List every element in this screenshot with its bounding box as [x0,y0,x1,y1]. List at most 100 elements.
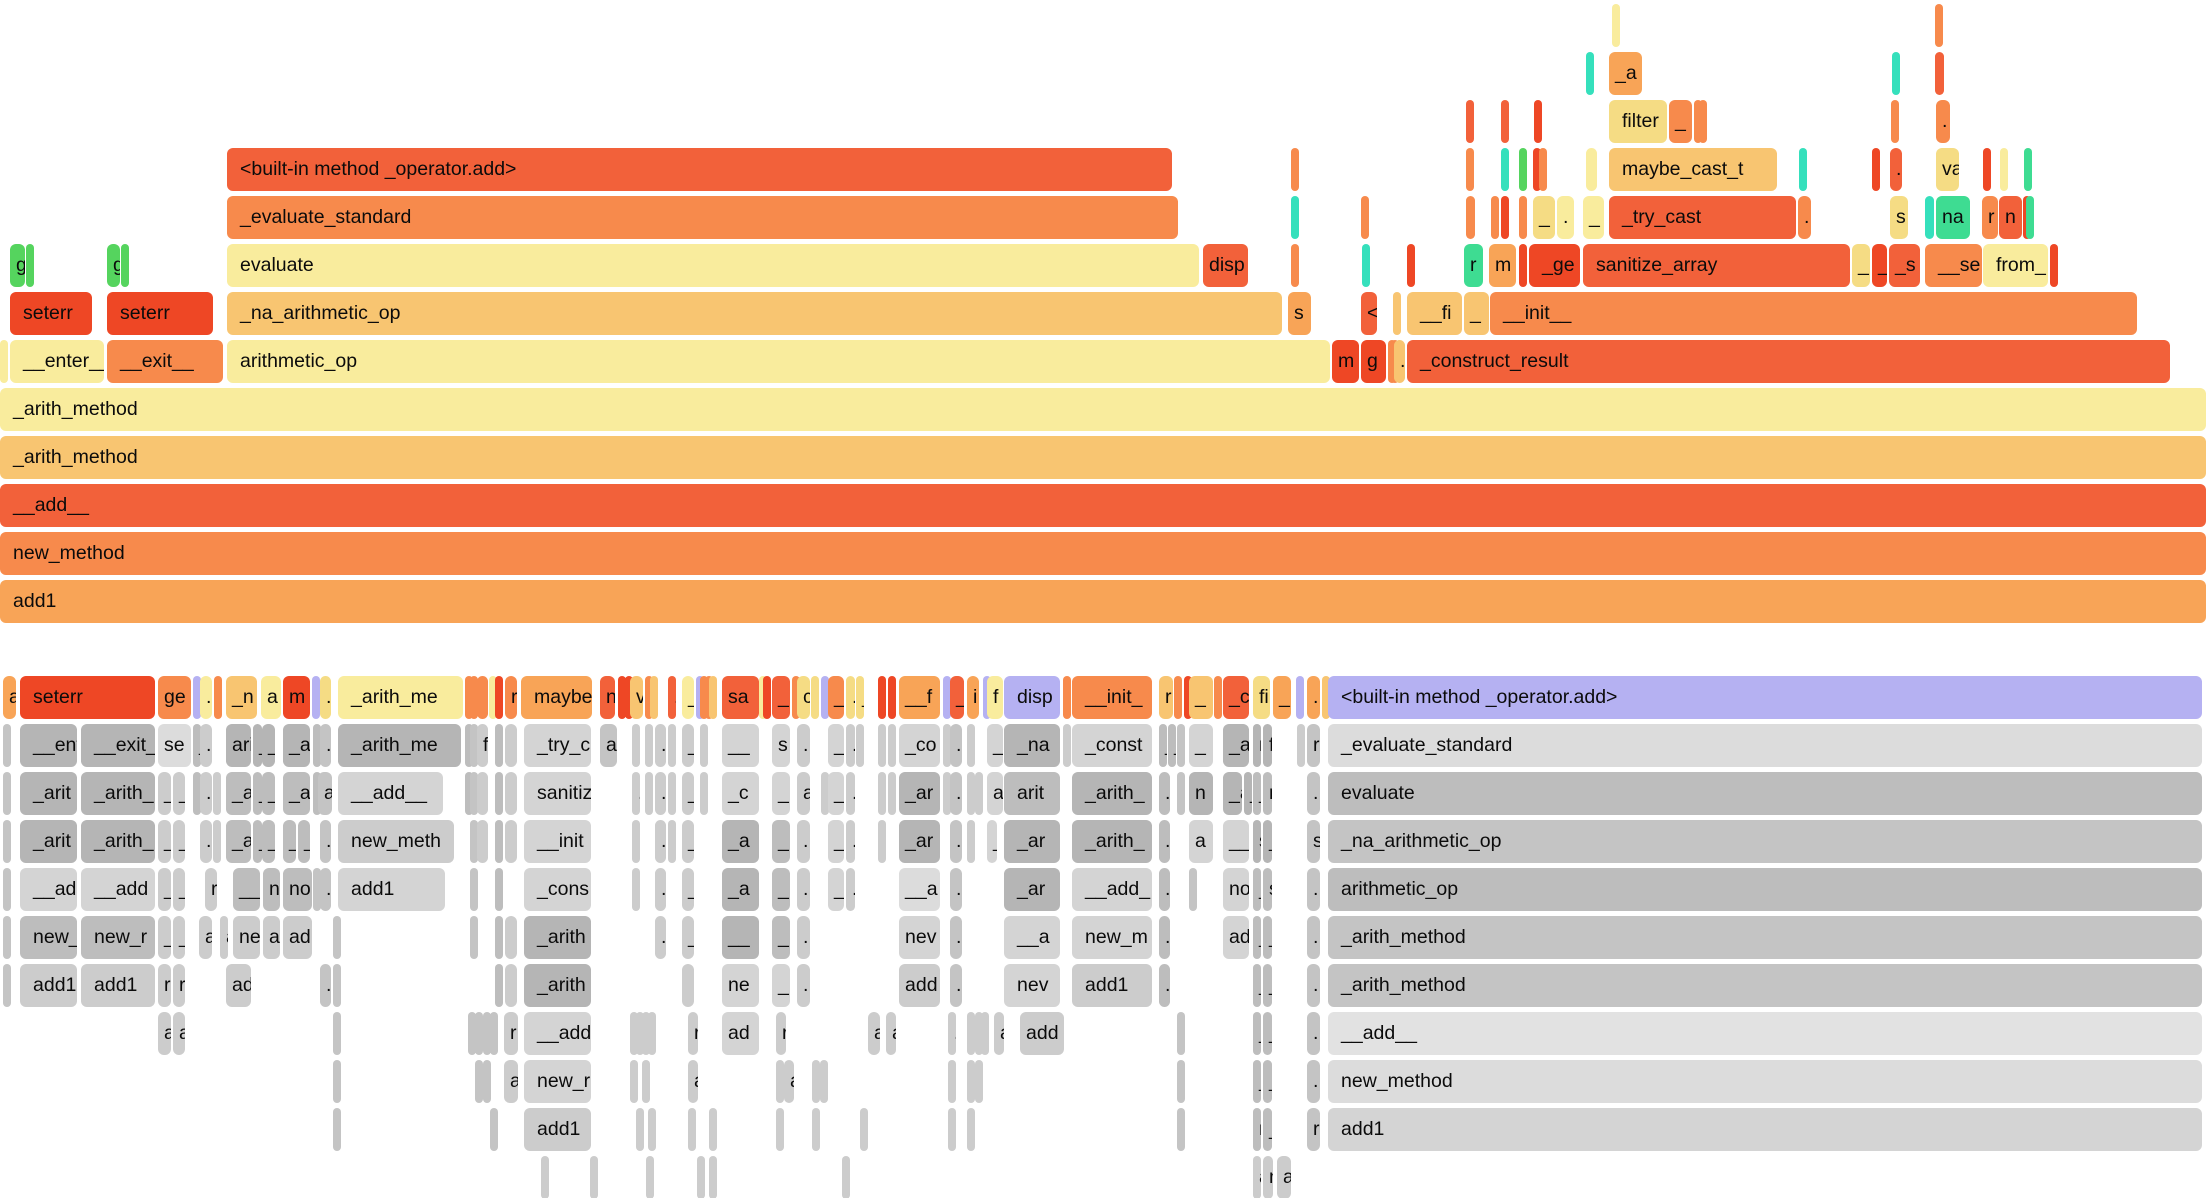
caller-frame[interactable] [967,1060,975,1103]
caller-frame[interactable] [820,1060,828,1103]
caller-frame[interactable]: __ [233,868,260,911]
caller-frame[interactable] [642,1060,650,1103]
caller-frame[interactable]: _ [856,676,864,719]
flame-frame[interactable]: maybe_cast_t [1609,148,1777,191]
caller-frame[interactable] [878,772,886,815]
caller-frame[interactable]: _const [1072,724,1152,767]
flame-frame[interactable] [1534,100,1542,143]
caller-frame[interactable] [213,820,221,863]
caller-frame[interactable]: _ [1253,1012,1261,1055]
flame-frame[interactable]: _construct_result [1407,340,2170,383]
caller-frame[interactable]: a [173,1012,185,1055]
flame-frame[interactable]: arithmetic_op [227,340,1330,383]
caller-frame[interactable] [495,676,503,719]
caller-frame[interactable]: _a [1223,772,1242,815]
caller-frame[interactable]: add1 [20,964,77,1007]
caller-frame[interactable]: _ [1253,1060,1261,1103]
caller-frame[interactable]: _na_arithmetic_op [1328,820,2202,863]
caller-frame[interactable] [967,724,975,767]
caller-frame[interactable] [495,916,503,959]
caller-frame[interactable]: ad [1223,916,1249,959]
flame-frame[interactable]: _ [1669,100,1692,143]
caller-frame[interactable]: r [504,1012,518,1055]
flame-frame[interactable]: sanitize_array [1583,244,1850,287]
flame-frame[interactable]: __se [1925,244,1982,287]
caller-frame[interactable]: _ [772,916,790,959]
caller-frame[interactable] [468,1012,476,1055]
caller-frame[interactable]: arithmetic_op [1328,868,2202,911]
caller-frame[interactable]: . [797,916,810,959]
caller-frame[interactable]: disp [1004,676,1060,719]
flame-frame[interactable]: __add__ [0,484,2206,527]
caller-frame[interactable]: _a [226,772,251,815]
caller-frame[interactable] [650,676,658,719]
caller-frame[interactable] [470,724,478,767]
caller-frame[interactable]: _ [828,820,844,863]
caller-frame[interactable]: . [1307,772,1320,815]
caller-frame[interactable]: __add__ [1328,1012,2202,1055]
caller-frame[interactable]: add1 [1072,964,1152,1007]
flame-frame[interactable] [2026,196,2034,239]
flame-frame[interactable] [121,244,129,287]
caller-frame[interactable] [700,724,708,767]
caller-frame[interactable]: a [886,1012,896,1055]
caller-frame[interactable]: f [477,724,488,767]
caller-frame[interactable] [648,1108,656,1151]
flame-frame[interactable]: na [1936,196,1970,239]
caller-frame[interactable]: _ [173,868,185,911]
flame-frame[interactable]: __exit__ [107,340,223,383]
caller-frame[interactable]: _c [722,772,759,815]
flame-frame[interactable]: s [1890,196,1908,239]
caller-frame[interactable]: __add_ [1072,868,1152,911]
caller-frame[interactable]: _ [682,868,694,911]
flame-frame[interactable]: _ [1464,292,1489,335]
caller-frame[interactable] [878,724,886,767]
caller-frame[interactable] [213,772,221,815]
caller-frame[interactable]: new_method [1328,1060,2202,1103]
caller-frame[interactable]: a [868,1012,880,1055]
flame-frame[interactable] [1983,148,1991,191]
flame-frame[interactable]: _arith_method [0,388,2206,431]
caller-frame[interactable] [709,676,717,719]
caller-frame[interactable] [646,1156,654,1198]
caller-frame[interactable] [645,676,653,719]
caller-frame[interactable] [483,1060,491,1103]
flame-frame[interactable]: _try_cast [1609,196,1796,239]
caller-frame[interactable]: m [283,676,310,719]
caller-frame[interactable] [505,772,517,815]
caller-frame[interactable]: sa [722,676,759,719]
caller-frame[interactable] [645,724,653,767]
caller-frame[interactable]: ne [722,964,759,1007]
flame-frame[interactable]: _na_arithmetic_op [227,292,1282,335]
caller-frame[interactable] [505,916,517,959]
caller-frame[interactable]: a [504,1060,518,1103]
caller-frame[interactable]: _ [772,868,790,911]
flame-frame[interactable] [1291,244,1299,287]
caller-frame[interactable]: ge [158,676,191,719]
caller-frame[interactable]: . [320,676,331,719]
caller-frame[interactable]: . [1159,916,1170,959]
caller-frame[interactable] [888,772,896,815]
flame-frame[interactable] [2050,244,2058,287]
caller-frame[interactable]: n [263,868,280,911]
caller-frame[interactable]: s [1307,820,1320,863]
caller-frame[interactable]: _ [772,820,790,863]
caller-frame[interactable]: __ [1223,820,1249,863]
caller-frame[interactable]: _ [1263,820,1272,863]
caller-frame[interactable]: . [797,820,810,863]
caller-frame[interactable] [763,676,771,719]
flame-frame[interactable] [1362,244,1370,287]
caller-frame[interactable] [981,1012,989,1055]
flame-frame[interactable]: m [1332,340,1359,383]
caller-frame[interactable]: . [1159,868,1170,911]
caller-frame[interactable] [490,1012,498,1055]
flame-frame[interactable]: seterr [10,292,92,335]
caller-frame[interactable] [792,676,800,719]
caller-frame[interactable]: . [655,724,666,767]
caller-frame[interactable]: _a [1223,724,1249,767]
caller-frame[interactable]: sanitiz [524,772,591,815]
caller-frame[interactable] [630,1060,638,1103]
caller-frame[interactable]: _ [158,820,171,863]
caller-frame[interactable]: add1 [524,1108,591,1151]
caller-frame[interactable]: a [994,1012,1004,1055]
